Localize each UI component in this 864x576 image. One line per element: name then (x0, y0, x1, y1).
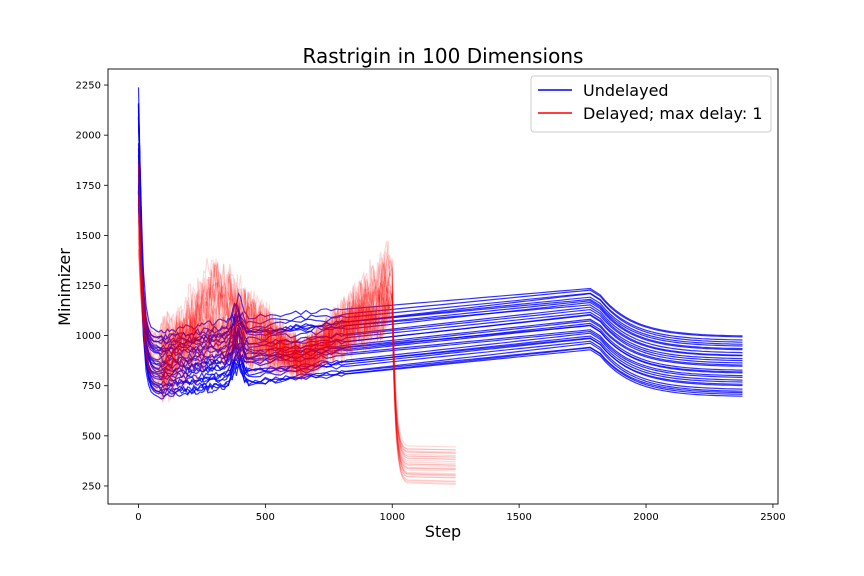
delayed-run-line (137, 219, 456, 463)
x-tick-label: 500 (256, 512, 275, 523)
delayed-run-line (137, 228, 456, 468)
plot-area (137, 87, 743, 485)
delayed-run-line (137, 191, 456, 464)
y-tick-label: 750 (82, 381, 101, 392)
undelayed-run-line (137, 203, 743, 345)
legend: Undelayed Delayed; max delay: 1 (530, 75, 772, 133)
legend-label-undelayed: Undelayed (583, 81, 669, 100)
undelayed-run-line (137, 116, 743, 386)
delayed-run-line (137, 218, 456, 484)
delayed-run-line (137, 252, 456, 458)
undelayed-run-line (137, 183, 743, 368)
undelayed-run-line (137, 87, 743, 398)
delayed-run-line (137, 230, 456, 448)
delayed-run-line (137, 216, 456, 451)
undelayed-run-line (137, 148, 743, 389)
undelayed-run-line (137, 192, 743, 372)
delayed-run-line (137, 210, 456, 482)
undelayed-run-line (137, 104, 743, 380)
delayed-run-line (137, 164, 456, 458)
x-tick-label: 1000 (380, 512, 405, 523)
plot-frame (107, 68, 779, 505)
delayed-run-line (137, 164, 456, 475)
delayed-run-line (137, 194, 456, 479)
y-tick-label: 1000 (76, 331, 101, 342)
delayed-run-line (137, 166, 456, 479)
undelayed-run-line (137, 191, 743, 365)
delayed-run-line (137, 240, 456, 461)
undelayed-run-line (137, 174, 743, 352)
undelayed-run-line (137, 109, 743, 337)
delayed-run-line (137, 161, 456, 470)
undelayed-run-line (137, 190, 743, 367)
delayed-run-line (137, 202, 456, 460)
delayed-run-line (137, 214, 456, 477)
delayed-run-line (137, 232, 456, 453)
x-tick-label: 0 (135, 512, 141, 523)
y-tick-label: 250 (82, 481, 101, 492)
delayed-run-line (137, 209, 456, 470)
x-tick-label: 2500 (760, 512, 785, 523)
delayed-run-line (137, 159, 456, 466)
undelayed-run-line (137, 155, 743, 350)
delayed-run-line (137, 215, 456, 457)
delayed-run-line (137, 193, 456, 454)
chart-title: Rastrigin in 100 Dimensions (303, 44, 584, 68)
undelayed-run-line (137, 111, 743, 356)
delayed-run-line (137, 194, 456, 476)
undelayed-run-line (137, 117, 743, 395)
undelayed-run-line (137, 204, 743, 342)
y-tick-label: 500 (82, 431, 101, 442)
x-tick-label: 1500 (506, 512, 531, 523)
undelayed-run-line (137, 169, 743, 400)
delayed-run-line (137, 237, 456, 483)
delayed-run-line (137, 241, 456, 454)
x-axis: 0 500 1000 1500 2000 2500 (135, 504, 786, 523)
series-delayed (137, 159, 456, 485)
series-undelayed (137, 87, 743, 400)
delayed-run-line (137, 248, 456, 451)
delayed-run-line (137, 197, 456, 470)
undelayed-run-line (137, 166, 743, 341)
y-tick-label: 1500 (76, 231, 101, 242)
delayed-run-line (137, 195, 456, 476)
legend-label-delayed: Delayed; max delay: 1 (583, 104, 763, 123)
legend-box (530, 75, 772, 133)
y-tick-label: 1250 (76, 281, 101, 292)
undelayed-run-line (137, 143, 743, 347)
delayed-run-line (137, 197, 456, 472)
y-tick-label: 2250 (76, 81, 101, 92)
delayed-run-line (137, 220, 456, 466)
x-axis-label: Step (425, 522, 461, 541)
undelayed-run-line (137, 191, 743, 358)
y-tick-label: 1750 (76, 181, 101, 192)
y-axis: 250 500 750 1000 1250 1500 1750 2000 2250 (76, 81, 108, 492)
y-axis-label: Minimizer (55, 248, 74, 326)
x-tick-label: 2000 (633, 512, 658, 523)
delayed-run-line (137, 166, 456, 485)
y-tick-label: 2000 (76, 131, 101, 142)
